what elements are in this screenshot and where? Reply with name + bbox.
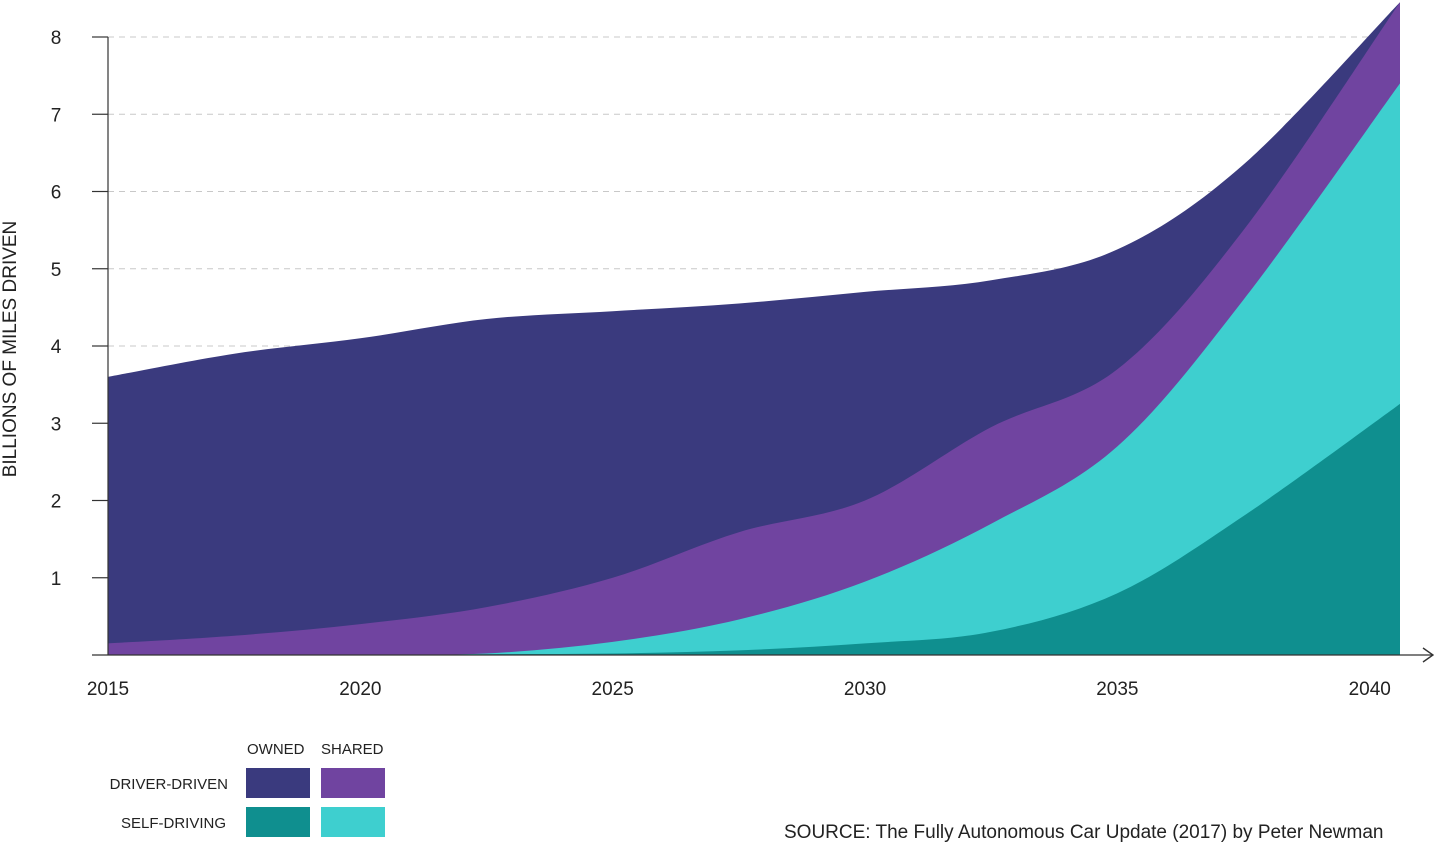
y-tick-label: 4 <box>51 337 62 358</box>
x-tick-label: 2025 <box>592 679 634 700</box>
source-note: SOURCE: The Fully Autonomous Car Update … <box>784 822 1384 843</box>
x-tick-label: 2040 <box>1349 679 1391 700</box>
y-tick-label: 8 <box>51 28 62 49</box>
x-tick-label: 2015 <box>87 679 129 700</box>
y-axis-label: BILLIONS OF MILES DRIVEN <box>0 221 21 478</box>
y-tick-label: 1 <box>51 569 62 590</box>
area-self-driving-owned <box>108 403 1400 656</box>
x-tick-label: 2035 <box>1096 679 1138 700</box>
x-axis-arrow-icon <box>1422 647 1434 663</box>
area-self-driving-shared <box>108 83 1400 656</box>
y-tick-label: 3 <box>51 414 62 435</box>
y-tick-label: 7 <box>51 105 62 126</box>
area-layers <box>108 2 1400 656</box>
x-tick-label: 2020 <box>339 679 381 700</box>
y-tick-label: 6 <box>51 183 62 204</box>
x-tick-labels: 2015 2020 2025 2030 2035 2040 <box>87 679 1391 700</box>
y-tick-label: 5 <box>51 260 62 281</box>
y-tick-labels: 1 2 3 4 5 6 7 8 <box>51 28 108 590</box>
y-tick-label: 2 <box>51 492 62 513</box>
x-tick-label: 2030 <box>844 679 886 700</box>
